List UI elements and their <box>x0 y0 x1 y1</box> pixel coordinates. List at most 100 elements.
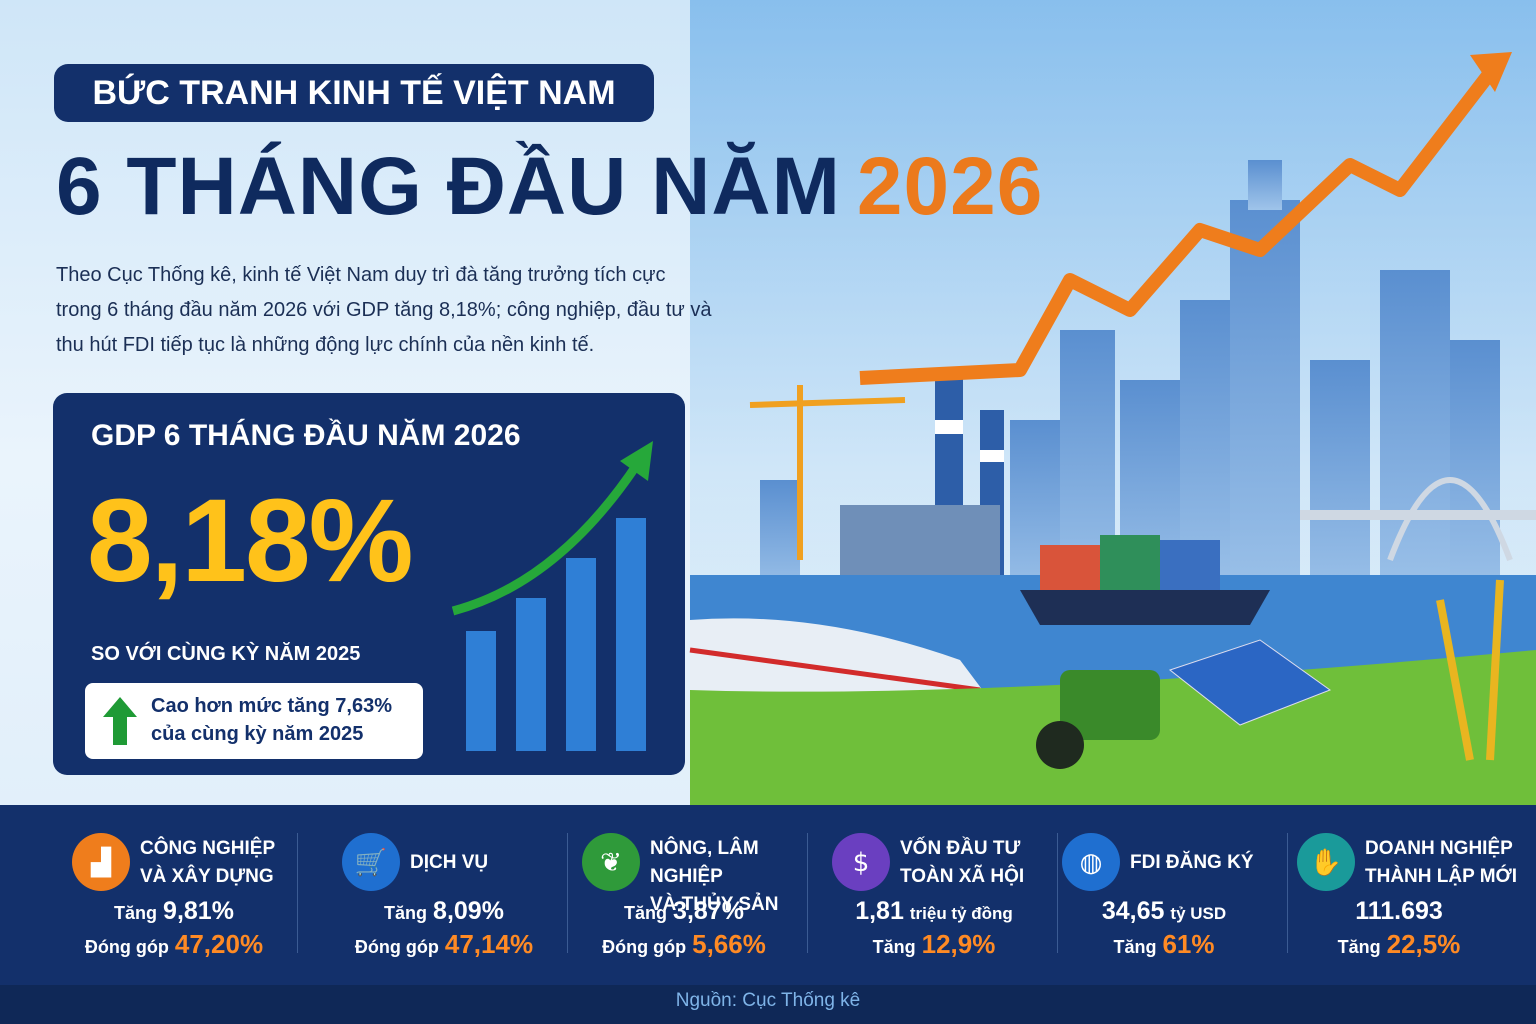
up-arrow-icon <box>103 697 137 745</box>
stat-title-line: DOANH NGHIỆP <box>1365 838 1513 859</box>
stat-line: Tăng 8,09% <box>320 897 568 926</box>
stat-value: 22,5% <box>1386 929 1461 959</box>
stat: ◍ FDI ĐĂNG KÝ 34,65 tỷ USD Tăng 61% <box>1040 805 1288 985</box>
stat-line: Đóng góp 47,14% <box>320 929 568 960</box>
stat-title-line: NÔNG, LÂM NGHIỆP <box>650 838 759 887</box>
stat-label: Đóng góp <box>602 937 687 957</box>
stat-label: Tăng <box>1337 937 1381 957</box>
separator <box>1057 833 1058 953</box>
card-subtitle: SO VỚI CÙNG KỲ NĂM 2025 <box>91 643 361 665</box>
separator <box>297 833 298 953</box>
stat-title-line: VÀ THỦY SẢN <box>650 894 779 915</box>
stat-value: 9,81% <box>163 897 234 925</box>
note-box: Cao hơn mức tăng 7,63% của cùng kỳ năm 20… <box>85 683 423 759</box>
stat: $ VỐN ĐẦU TƯ TOÀN XÃ HỘI 1,81 triệu tỷ đồng T… <box>810 805 1058 985</box>
stat-label: Tăng <box>624 903 668 923</box>
stat-line: Tăng 9,81% <box>50 897 298 926</box>
stat-icon: ▟ <box>72 833 130 891</box>
intro: Theo Cục Thống kê, kinh tế Việt Nam duy … <box>56 258 711 363</box>
stat: 🛒 DỊCH VỤ Tăng 8,09% Đóng góp 47,14% <box>320 805 568 985</box>
train-stripe <box>689 647 981 693</box>
separator <box>807 833 808 953</box>
stat-title-line: THÀNH LẬP MỚI <box>1365 866 1518 887</box>
title-year: 2026 <box>856 141 1044 232</box>
svg-text:🛒: 🛒 <box>355 847 387 878</box>
bridge <box>1387 477 1513 562</box>
stat-line: Tăng 61% <box>1040 929 1288 960</box>
stat-value: 12,9% <box>921 929 996 959</box>
stat-value: 47,14% <box>444 929 534 959</box>
tractor-wheel <box>1036 721 1084 769</box>
stat-title: DỊCH VỤ <box>410 849 570 877</box>
stat-line: Tăng 12,9% <box>810 929 1058 960</box>
stat-label: Tăng <box>114 903 158 923</box>
stat-unit: tỷ USD <box>1170 904 1227 923</box>
stat-icon: ❦ <box>582 833 640 891</box>
card-title: GDP 6 THÁNG ĐẦU NĂM 2026 <box>91 419 521 452</box>
stat-icon: 🛒 <box>342 833 400 891</box>
stat: ✋ DOANH NGHIỆP THÀNH LẬP MỚI 111.693 Tăng 22,… <box>1275 805 1523 985</box>
stat-title: CÔNG NGHIỆP VÀ XÂY DỰNG <box>140 835 300 891</box>
stat-value: 8,09% <box>433 897 504 925</box>
stat-unit: triệu tỷ đồng <box>909 904 1013 923</box>
containers <box>1040 535 1220 590</box>
stat-title-line: VỐN ĐẦU TƯ <box>900 838 1021 859</box>
stat-title-line: DỊCH VỤ <box>410 852 489 873</box>
svg-text:$: $ <box>853 848 870 878</box>
stat-title: DOANH NGHIỆP THÀNH LẬP MỚI <box>1365 835 1525 891</box>
stat-label: Tăng <box>1113 937 1157 957</box>
stat-label: Tăng <box>384 903 428 923</box>
stat-title-line: TOÀN XÃ HỘI <box>900 866 1025 887</box>
stat-label: Đóng góp <box>354 937 439 957</box>
stat-title: FDI ĐĂNG KÝ <box>1130 849 1290 877</box>
stat-icon: ◍ <box>1062 833 1120 891</box>
stat-line: Tăng 22,5% <box>1275 929 1523 960</box>
stat-value: 3,87% <box>673 897 744 925</box>
stat-title: NÔNG, LÂM NGHIỆP VÀ THỦY SẢN <box>650 835 810 919</box>
intro-line: thu hút FDI tiếp tục là những động lực c… <box>56 334 595 356</box>
illustration <box>689 0 1536 805</box>
stat-value: 34,65 <box>1101 897 1165 925</box>
stat-label: Đóng góp <box>84 937 169 957</box>
svg-text:▟: ▟ <box>90 846 112 878</box>
stat-value: 5,66% <box>692 929 766 959</box>
crane <box>749 385 906 560</box>
svg-text:❦: ❦ <box>600 848 622 878</box>
badge: BỨC TRANH KINH TẾ VIỆT NAM <box>54 64 654 122</box>
bridge-deck <box>1300 510 1536 520</box>
source: Nguồn: Cục Thống kê <box>0 985 1536 1024</box>
intro-line: Theo Cục Thống kê, kinh tế Việt Nam duy … <box>56 264 666 286</box>
stat-icon: ✋ <box>1297 833 1355 891</box>
stat-icon: $ <box>832 833 890 891</box>
rice <box>1436 579 1504 761</box>
decor-chart <box>451 441 653 751</box>
ship <box>1020 590 1270 625</box>
gdp-value: 8,18% <box>87 475 414 607</box>
intro-line: trong 6 tháng đầu năm 2026 với GDP tăng … <box>56 299 712 321</box>
separator <box>567 833 568 953</box>
tractor <box>1060 670 1160 740</box>
note-line: Cao hơn mức tăng 7,63% <box>151 695 392 717</box>
stat-line: Đóng góp 47,20% <box>50 929 298 960</box>
svg-text:◍: ◍ <box>1080 848 1103 878</box>
stat-line: 34,65 tỷ USD <box>1040 897 1288 926</box>
stat-line: Tăng 3,87% <box>560 897 808 926</box>
stat-value: 61% <box>1162 929 1215 959</box>
stat: ▟ CÔNG NGHIỆP VÀ XÂY DỰNG Tăng 9,81% Đóng góp… <box>50 805 298 985</box>
arrow-head <box>1470 52 1512 92</box>
title: 6 THÁNG ĐẦU NĂM 2026 <box>56 140 1043 234</box>
title-main: 6 THÁNG ĐẦU NĂM <box>56 141 841 232</box>
stats-band: ▟ CÔNG NGHIỆP VÀ XÂY DỰNG Tăng 9,81% Đóng góp… <box>0 805 1536 985</box>
svg-text:✋: ✋ <box>1310 847 1342 878</box>
stat-title-line: VÀ XÂY DỰNG <box>140 866 274 887</box>
growth-arrow <box>859 55 1506 385</box>
stat-line: 111.693 <box>1275 897 1523 926</box>
gdp-card: GDP 6 THÁNG ĐẦU NĂM 2026 8,18% SO VỚI CÙ… <box>53 393 685 775</box>
stat-value: 1,81 <box>855 897 904 925</box>
stat-line: Đóng góp 5,66% <box>560 929 808 960</box>
stat-label: Tăng <box>872 937 916 957</box>
solar-panels <box>1168 639 1332 726</box>
stat-title-line: CÔNG NGHIỆP <box>140 838 276 859</box>
stat-line: 1,81 triệu tỷ đồng <box>810 897 1058 926</box>
